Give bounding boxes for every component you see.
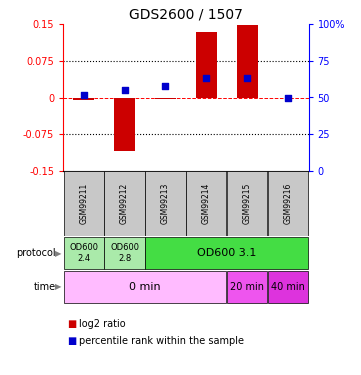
Bar [196,32,217,98]
Text: time: time [34,282,56,292]
Point [244,75,250,81]
Bar [227,171,268,236]
Bar [114,98,135,151]
Bar [145,237,308,269]
Bar [64,237,104,269]
Bar [145,171,186,236]
Bar [268,171,308,236]
Point [204,75,209,81]
Bar [278,98,299,99]
Point [122,87,127,93]
Text: GSM99216: GSM99216 [284,183,293,224]
Text: log2 ratio: log2 ratio [79,320,126,329]
Text: OD600
2.8: OD600 2.8 [110,243,139,263]
Bar [104,237,145,269]
Text: ▶: ▶ [55,282,61,291]
Title: GDS2600 / 1507: GDS2600 / 1507 [129,8,243,22]
Bar [73,98,94,100]
Text: protocol: protocol [16,248,56,258]
Bar [268,271,308,303]
Text: percentile rank within the sample: percentile rank within the sample [79,336,244,346]
Text: OD600 3.1: OD600 3.1 [197,248,257,258]
Text: GSM99213: GSM99213 [161,183,170,224]
Text: OD600
2.4: OD600 2.4 [69,243,98,263]
Text: 0 min: 0 min [129,282,161,292]
Text: 20 min: 20 min [230,282,264,292]
Text: GSM99211: GSM99211 [79,183,88,224]
Text: ▶: ▶ [55,249,61,258]
Bar [227,271,268,303]
Text: GSM99215: GSM99215 [243,183,252,224]
Point [81,92,87,98]
Bar [104,171,145,236]
Text: ■: ■ [67,320,76,329]
Bar [155,98,176,99]
Text: ■: ■ [67,336,76,346]
Text: GSM99214: GSM99214 [202,183,211,224]
Bar [64,271,226,303]
Bar [64,171,104,236]
Point [162,83,168,89]
Point [285,94,291,100]
Bar [186,171,226,236]
Bar [237,26,257,98]
Text: 40 min: 40 min [271,282,305,292]
Text: GSM99212: GSM99212 [120,183,129,224]
